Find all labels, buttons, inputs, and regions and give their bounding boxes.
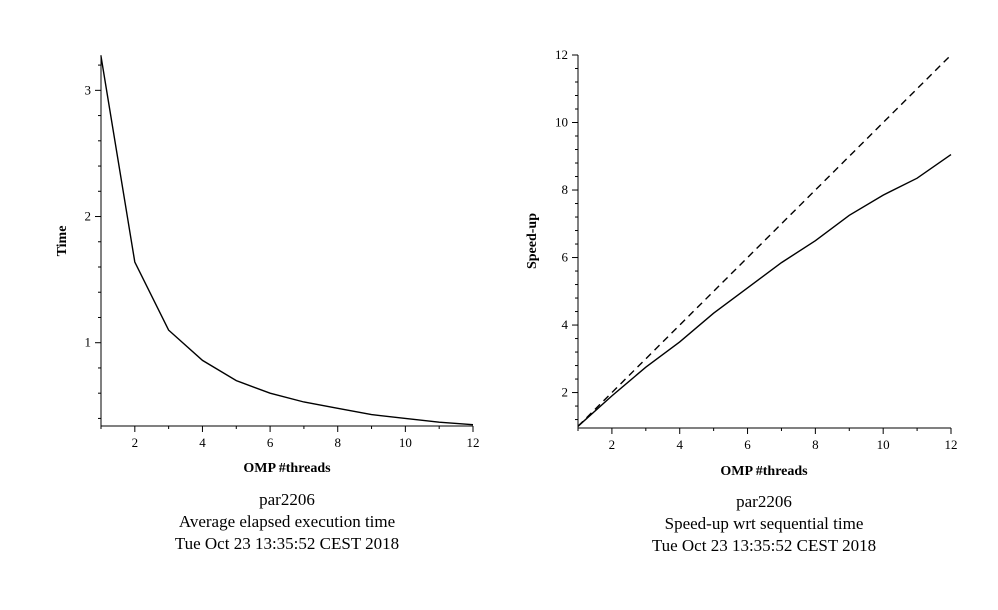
time-chart-y-tick-label: 1 [85, 335, 92, 350]
speedup-chart-y-tick-label: 6 [562, 250, 569, 265]
speedup-chart-y-tick-label: 4 [562, 317, 569, 332]
speedup-chart: 2 4 6 8 10 12 2 4 6 8 10 12 OMP #threads Speed-up [525, 47, 958, 479]
speedup-chart-ticks: 2 4 6 8 10 12 2 4 6 8 10 12 [555, 47, 958, 452]
time-chart-y-tick-label: 2 [85, 209, 92, 224]
speedup-chart-caption: par2206 Speed-up wrt sequential time Tue… [614, 491, 914, 557]
speedup-chart-x-tick-label: 4 [676, 437, 683, 452]
time-chart-x-tick-label: 6 [267, 435, 274, 450]
speedup-chart-x-tick-label: 6 [744, 437, 751, 452]
speedup-chart-y-tick-label: 2 [562, 385, 569, 400]
time-chart-x-tick-label: 8 [334, 435, 341, 450]
speedup-chart-caption-title: Speed-up wrt sequential time [664, 514, 864, 533]
speedup-chart-caption-date: Tue Oct 23 13:35:52 CEST 2018 [651, 536, 877, 555]
time-chart-x-tick-label: 2 [132, 435, 139, 450]
time-chart-series-line [100, 56, 474, 426]
speedup-chart-y-tick-label: 10 [555, 115, 568, 130]
time-chart-caption-title: Average elapsed execution time [178, 512, 396, 531]
speedup-chart-ideal-line [577, 54, 952, 427]
time-chart-y-tick-label: 3 [85, 82, 92, 97]
speedup-chart-y-tick-label: 8 [562, 182, 569, 197]
time-chart-y-axis-title: Time [55, 226, 70, 257]
speedup-chart-x-tick-label: 12 [945, 437, 958, 452]
speedup-chart-x-axis-title: OMP #threads [720, 464, 808, 479]
speedup-chart-y-tick-label: 12 [555, 47, 568, 62]
time-chart-x-tick-label: 4 [199, 435, 206, 450]
time-chart-caption-host: par2206 [259, 490, 315, 509]
time-chart-x-tick-label: 10 [399, 435, 412, 450]
speedup-chart-x-tick-label: 8 [812, 437, 819, 452]
speedup-chart-x-tick-label: 10 [877, 437, 890, 452]
speedup-chart-x-tick-label: 2 [609, 437, 616, 452]
time-chart-caption: par2206 Average elapsed execution time T… [137, 489, 437, 555]
speedup-chart-caption-host: par2206 [736, 492, 792, 511]
time-chart-x-axis-title: OMP #threads [243, 461, 331, 476]
speedup-chart-y-axis-title: Speed-up [525, 213, 540, 269]
time-chart-marks [100, 56, 474, 426]
speedup-chart-marks [577, 54, 952, 427]
speedup-chart-series-line [577, 154, 952, 427]
time-chart-caption-date: Tue Oct 23 13:35:52 CEST 2018 [174, 534, 400, 553]
time-chart-x-tick-label: 12 [467, 435, 480, 450]
